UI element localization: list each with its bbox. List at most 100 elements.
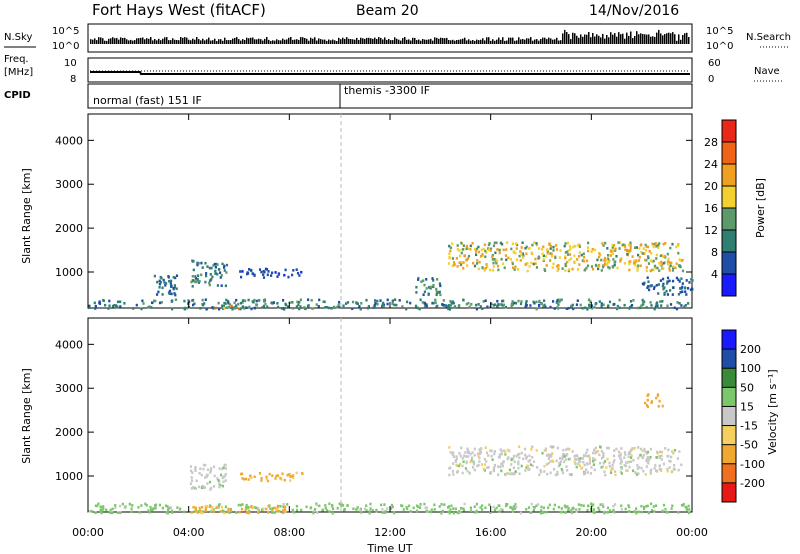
power-cell	[239, 270, 242, 273]
noise-bar	[330, 40, 332, 44]
power-cell	[567, 306, 570, 310]
power-cell	[638, 255, 641, 259]
velocity-cell	[549, 471, 552, 475]
velocity-cell	[520, 451, 523, 455]
velocity-cell	[547, 461, 550, 465]
velocity-cell	[655, 396, 658, 400]
velocity-cell	[209, 488, 212, 491]
noise-bar	[242, 39, 244, 44]
power-data	[88, 241, 694, 311]
velocity-cell	[210, 467, 213, 470]
velocity-cell	[200, 511, 203, 515]
power-colorbar-tick-label: 8	[711, 246, 718, 259]
power-cell	[442, 299, 445, 302]
velocity-cell	[267, 511, 270, 514]
power-cell	[640, 304, 643, 307]
velocity-cell	[671, 504, 674, 508]
velocity-cell	[164, 504, 168, 508]
velocity-cell	[525, 457, 528, 460]
power-cell	[681, 282, 684, 285]
velocity-cell	[586, 471, 589, 474]
power-cell	[631, 255, 634, 258]
power-cell	[113, 304, 116, 307]
noise-bar	[498, 37, 500, 44]
velocity-cell	[474, 511, 477, 514]
velocity-cell	[606, 446, 609, 450]
power-cell	[504, 305, 507, 309]
velocity-cell	[582, 460, 585, 464]
power-cell	[148, 305, 151, 308]
power-cell	[568, 249, 571, 252]
velocity-cell	[440, 503, 443, 506]
velocity-cell	[497, 455, 501, 459]
power-cell	[172, 276, 175, 279]
velocity-cell	[510, 458, 513, 462]
noise-bar	[224, 37, 226, 44]
velocity-cell	[192, 486, 195, 489]
velocity-cell	[365, 509, 368, 512]
velocity-cell	[600, 449, 603, 453]
noise-bar	[386, 39, 388, 44]
power-cell	[679, 258, 682, 262]
noise-bar	[364, 38, 366, 44]
power-cell	[629, 300, 633, 303]
power-cell	[578, 245, 581, 248]
velocity-cell	[400, 504, 403, 507]
power-cell	[546, 250, 549, 253]
velocity-cell	[527, 460, 530, 463]
velocity-cell	[371, 509, 374, 512]
cpid-panel-frame	[87, 83, 693, 109]
noise-bar	[438, 38, 440, 44]
velocity-cell	[276, 474, 280, 477]
velocity-cell	[649, 470, 652, 473]
velocity-cell	[415, 504, 419, 508]
power-cell	[675, 245, 678, 249]
power-cell	[116, 305, 119, 309]
velocity-cell	[227, 509, 230, 513]
power-cell	[333, 306, 336, 309]
noise-bar	[556, 37, 558, 44]
power-cell	[556, 299, 559, 302]
noise-bar	[236, 37, 238, 44]
velocity-cell	[670, 470, 673, 474]
power-cell	[429, 285, 432, 289]
power-cell	[492, 304, 495, 307]
velocity-cell	[204, 509, 207, 513]
power-cell	[202, 303, 205, 307]
power-cell	[262, 299, 266, 302]
velocity-cell	[502, 460, 505, 463]
noise-bar	[456, 40, 458, 44]
noise-bar	[406, 39, 408, 44]
power-cell	[175, 287, 178, 290]
power-cell	[267, 270, 270, 273]
power-cell	[475, 307, 478, 311]
power-cell	[600, 304, 603, 308]
velocity-cell	[275, 474, 278, 478]
power-cell	[418, 307, 421, 311]
velocity-cell	[209, 469, 212, 472]
velocity-cell	[262, 507, 265, 511]
velocity-cell	[667, 448, 670, 452]
noise-bar	[526, 38, 528, 44]
velocity-cell	[343, 508, 346, 512]
noise-bar	[400, 40, 402, 44]
power-cell	[477, 303, 480, 306]
velocity-cell	[598, 453, 601, 457]
velocity-cell	[145, 504, 148, 507]
velocity-cell	[562, 448, 565, 452]
velocity-cell	[363, 507, 367, 511]
power-cell	[171, 299, 174, 302]
noise-bar	[184, 37, 186, 44]
noise-bar	[264, 38, 266, 44]
power-cell	[198, 280, 201, 283]
power-cell	[577, 268, 580, 271]
noise-bar	[162, 38, 164, 44]
power-cell	[140, 307, 143, 311]
velocity-cell	[640, 466, 643, 470]
velocity-cell	[645, 459, 648, 462]
velocity-cell	[551, 445, 554, 449]
velocity-cell	[281, 472, 284, 476]
power-cell	[586, 259, 589, 263]
velocity-cell	[635, 473, 638, 476]
velocity-cell	[449, 508, 452, 511]
